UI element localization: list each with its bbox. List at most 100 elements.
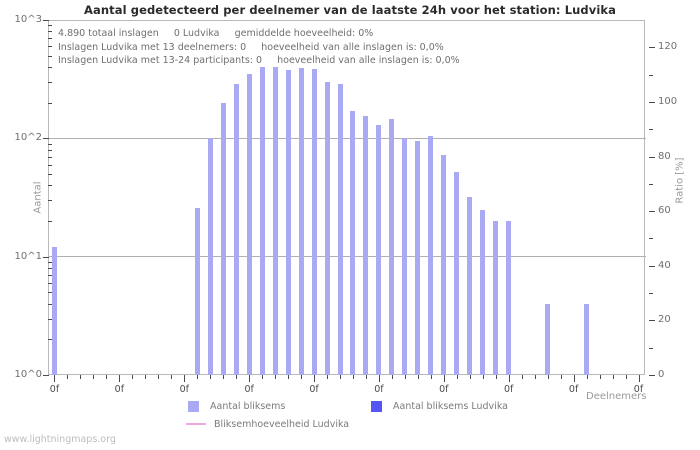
x-tick-mark-major [378, 375, 380, 382]
x-tick-mark-minor [132, 375, 134, 379]
x-tick-mark-major [184, 375, 186, 382]
y-minor-tick-right [649, 74, 653, 76]
x-tick-mark-minor [106, 375, 108, 379]
y-tick-mark-left [43, 256, 49, 258]
bar [584, 303, 590, 375]
legend-line-swatch [186, 423, 206, 425]
x-tick-mark-minor [262, 375, 264, 379]
y-minor-tick-left [48, 185, 52, 187]
y-tick-label-right: 120 [658, 41, 678, 53]
y-minor-tick-left [48, 268, 52, 270]
y-minor-tick-left [48, 339, 52, 341]
y-minor-tick-left [48, 25, 52, 27]
y-tick-label-right: 80 [658, 150, 671, 162]
x-tick-mark-minor [236, 375, 238, 379]
bar [220, 102, 226, 375]
y-tick-mark-right [649, 265, 655, 267]
y-tick-label-left: 10^2 [14, 132, 42, 144]
bar [51, 247, 57, 375]
x-axis-label: Deelnemers [586, 391, 647, 402]
x-tick-label: 0f [504, 384, 514, 395]
y-minor-tick-right [649, 293, 653, 295]
y-minor-tick-right [649, 238, 653, 240]
x-tick-mark-minor [288, 375, 290, 379]
x-tick-label: 0f [114, 384, 125, 395]
x-tick-mark-minor [391, 375, 393, 379]
bar [350, 111, 356, 375]
y-minor-tick-left [48, 31, 52, 33]
y-tick-label-right: 20 [658, 314, 671, 326]
bar-series-container [48, 20, 645, 375]
x-tick-mark-major [443, 375, 445, 382]
x-tick-label: 0f [568, 384, 579, 395]
x-tick-mark-minor [404, 375, 406, 379]
y-minor-tick-left [48, 55, 52, 57]
y-tick-label-left: 10^1 [14, 250, 42, 262]
y-minor-tick-left [48, 67, 52, 69]
x-tick-mark-minor [365, 375, 367, 379]
x-tick-mark-minor [625, 375, 627, 379]
y-minor-tick-left [48, 38, 52, 40]
bar [376, 124, 382, 375]
y-tick-mark-right [649, 47, 655, 49]
y-minor-tick-left [48, 303, 52, 305]
bar [246, 73, 252, 375]
bar [207, 137, 213, 375]
x-tick-mark-major [314, 375, 316, 382]
x-tick-mark-minor [495, 375, 497, 379]
x-tick-mark-minor [521, 375, 523, 379]
y-tick-label-left: 10^0 [14, 369, 42, 380]
x-tick-mark-minor [67, 375, 69, 379]
legend-label: Aantal bliksems Ludvika [393, 401, 508, 412]
y-axis-left-label: Aantal [32, 181, 44, 214]
y-tick-mark-right [649, 101, 655, 103]
bar [402, 138, 408, 375]
y-minor-tick-left [48, 282, 52, 284]
x-tick-mark-minor [197, 375, 199, 379]
bar [194, 207, 200, 375]
y-minor-tick-left [48, 81, 52, 83]
bar [454, 171, 460, 375]
x-tick-mark-minor [145, 375, 147, 379]
bar [233, 83, 239, 375]
annotation-line-2: Inslagen Ludvika met 13 deelnemers: 0 ho… [58, 41, 444, 53]
x-tick-mark-minor [560, 375, 562, 379]
x-tick-mark-minor [158, 375, 160, 379]
x-tick-mark-major [119, 375, 121, 382]
y-tick-mark-left [43, 138, 49, 140]
annotation-line-3: Inslagen Ludvika met 13-24 participants:… [58, 55, 460, 67]
y-tick-mark-right [649, 211, 655, 213]
x-tick-label: 0f [244, 384, 254, 395]
x-tick-mark-minor [171, 375, 173, 379]
x-tick-label: 0f [633, 384, 644, 395]
gridline-1e1 [49, 256, 646, 257]
x-tick-mark-minor [469, 375, 471, 379]
y-minor-tick-left [48, 46, 52, 48]
bar [480, 209, 486, 375]
gridline-1e2 [49, 138, 646, 139]
legend-color-swatch [371, 401, 382, 412]
y-minor-tick-right [649, 183, 653, 185]
chart-legend: Aantal bliksems Aantal bliksems Ludvika Bl… [0, 396, 700, 436]
y-minor-tick-right [649, 129, 653, 131]
x-tick-mark-minor [301, 375, 303, 379]
x-tick-mark-major [249, 375, 251, 382]
x-tick-mark-minor [547, 375, 549, 379]
y-minor-tick-left [48, 102, 52, 104]
y-tick-label-right: 40 [658, 259, 671, 271]
bar [441, 155, 447, 375]
y-tick-mark-right [649, 156, 655, 158]
y-tick-mark-left [43, 20, 49, 21]
legend-label: Bliksemhoeveelheid Ludvika [214, 419, 350, 430]
y-minor-tick-left [48, 262, 52, 264]
y-minor-tick-left [48, 221, 52, 223]
x-tick-mark-major [508, 375, 510, 382]
y-minor-tick-left [48, 143, 52, 145]
annotation-line-1: 4.890 totaal inslagen 0 Ludvika gemiddel… [58, 28, 374, 39]
y-tick-label-right: 100 [658, 95, 678, 107]
bar [415, 140, 421, 375]
y-tick-mark-left [43, 375, 49, 376]
x-tick-label: 0f [374, 384, 384, 395]
x-tick-label: 0f [309, 384, 319, 395]
x-tick-mark-minor [586, 375, 588, 379]
